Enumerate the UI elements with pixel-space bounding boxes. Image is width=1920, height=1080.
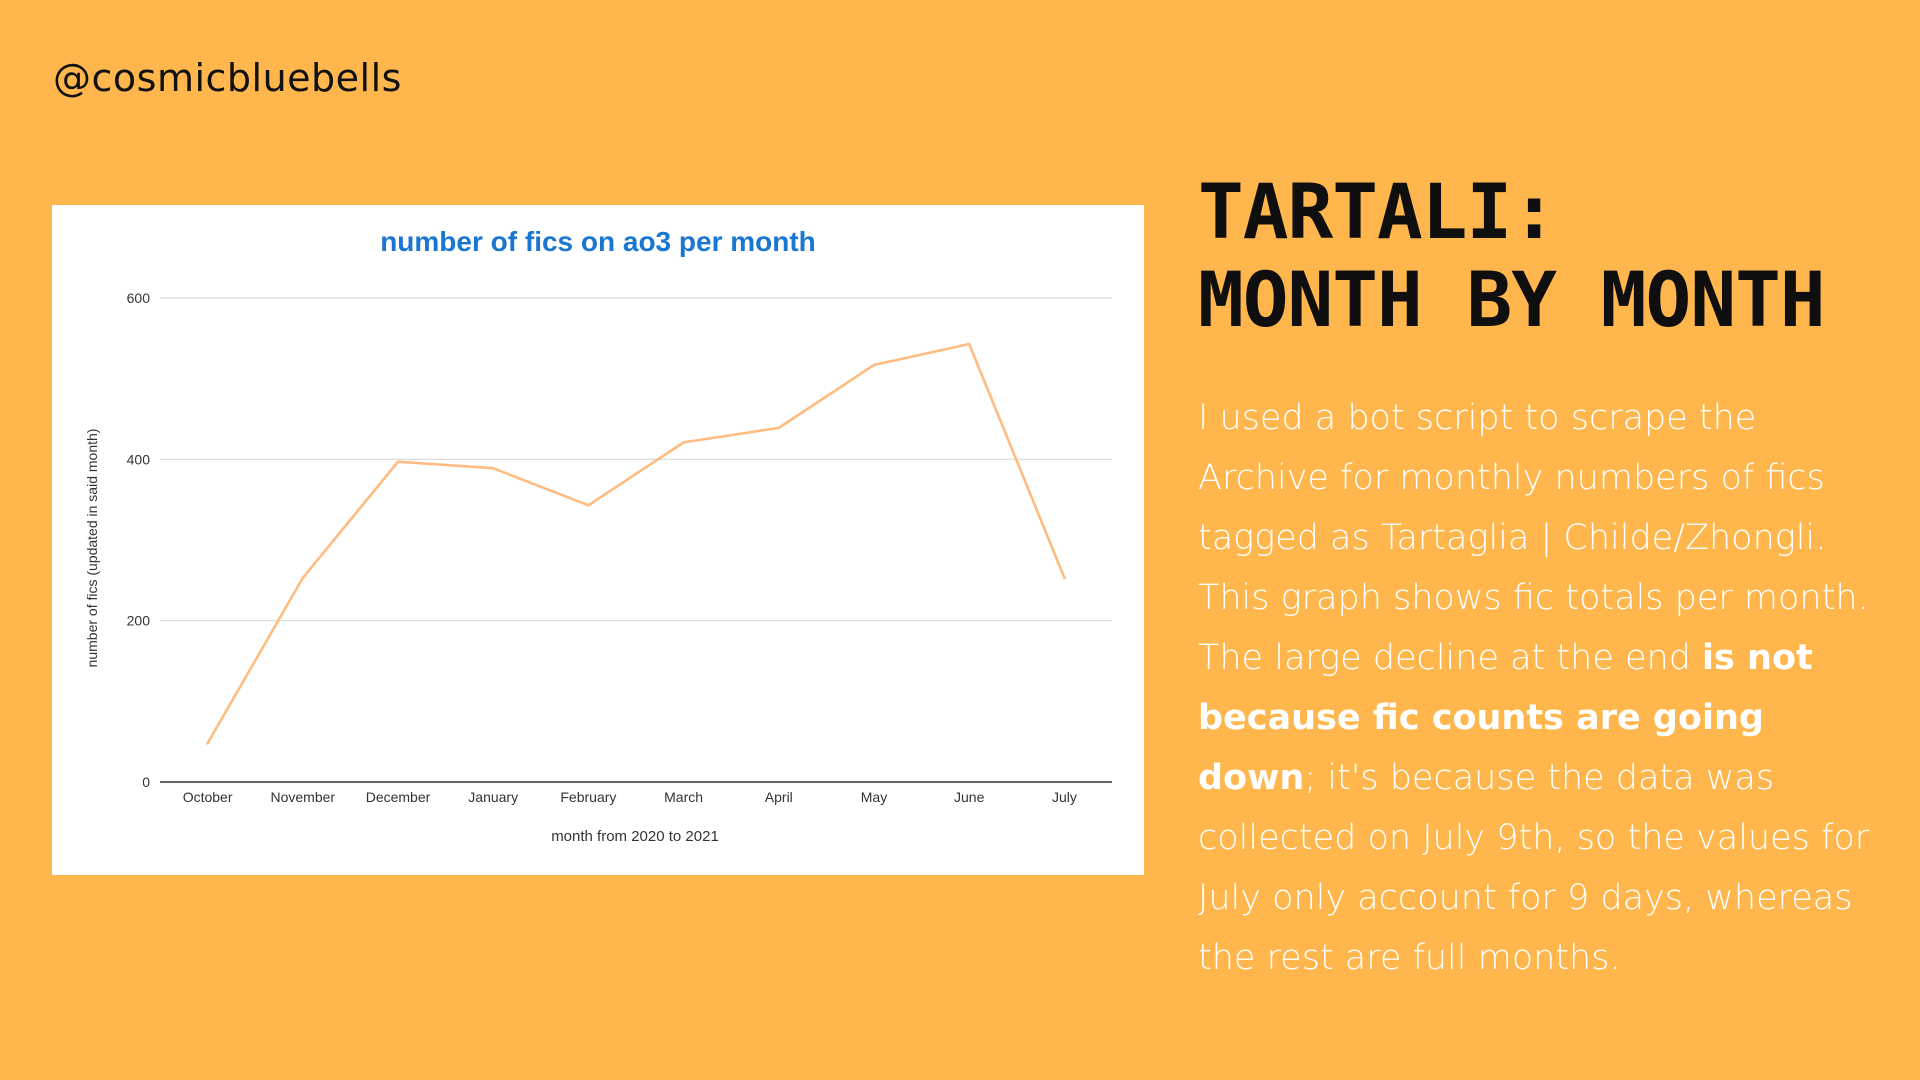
line-chart: number of fics on ao3 per month 0 200 400 6… [84, 226, 1112, 845]
headline-line-2: MONTH BY MONTH [1198, 255, 1826, 344]
series-layer [206, 342, 1066, 745]
author-handle: @cosmicbluebells [53, 56, 402, 100]
x-tick-label: June [954, 789, 985, 805]
data-point [872, 363, 876, 367]
data-point [396, 460, 400, 464]
description-part-2: ; it's because the data was collected on… [1198, 758, 1870, 978]
description-paragraph: I used a bot script to scrape the Archiv… [1198, 388, 1888, 988]
y-tick-label: 600 [127, 290, 151, 306]
data-point [967, 342, 971, 346]
x-tick-label: March [664, 789, 703, 805]
data-point [777, 426, 781, 430]
x-tick-label: April [765, 789, 793, 805]
x-tick-label: December [366, 789, 431, 805]
x-tick-label: May [861, 789, 887, 805]
x-tick-label: November [271, 789, 336, 805]
description-emphasis: is not because fic counts are going down [1198, 638, 1813, 798]
description-part-1: I used a bot script to scrape the Archiv… [1198, 398, 1869, 678]
y-tick-label: 0 [142, 774, 150, 790]
data-point [682, 441, 685, 444]
chart-card: number of fics on ao3 per month 0 200 400 6… [52, 205, 1144, 875]
headline-line-1: TARTALI: [1198, 167, 1557, 256]
series-line [206, 342, 1066, 745]
chart-title: number of fics on ao3 per month [380, 226, 816, 257]
data-point [491, 466, 495, 470]
y-tick-label: 400 [127, 451, 151, 467]
x-tick-label: July [1052, 789, 1077, 805]
gridlines [160, 297, 1112, 622]
data-point [1063, 576, 1066, 580]
x-tick-label: January [468, 789, 518, 805]
x-axis-ticks: October November December January February Ma… [183, 789, 1077, 805]
x-tick-label: October [183, 789, 233, 805]
y-tick-label: 200 [127, 613, 151, 629]
x-axis-label: month from 2020 to 2021 [551, 828, 719, 845]
y-axis-ticks: 0 200 400 600 [127, 290, 151, 790]
headline: TARTALI: MONTH BY MONTH [1198, 168, 1888, 344]
x-tick-label: February [560, 789, 616, 805]
data-point [301, 576, 305, 580]
data-point [206, 741, 209, 745]
data-point [587, 504, 590, 507]
y-axis-label: number of fics (updated in said month) [84, 429, 100, 668]
